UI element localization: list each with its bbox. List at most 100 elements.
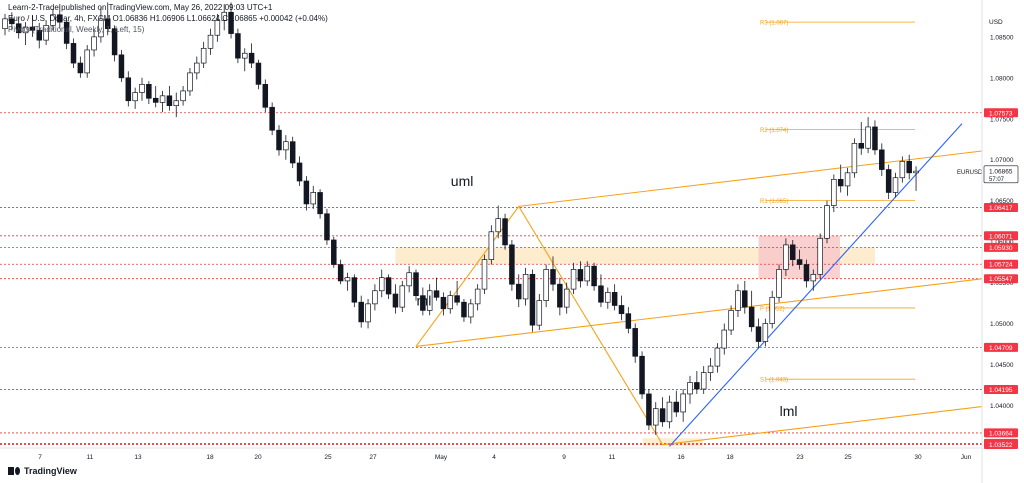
- candle-body: [851, 142, 858, 174]
- level-tag-bg-6: [984, 342, 1018, 352]
- y-tick-4: 1.06500: [990, 198, 1014, 205]
- candle-body: [522, 274, 529, 300]
- candle-body: [454, 295, 460, 303]
- candle-body: [625, 313, 632, 329]
- candle-body: [844, 172, 851, 187]
- candle-body: [214, 20, 221, 36]
- candle-body: [515, 283, 522, 300]
- candle-body: [15, 23, 22, 34]
- candle-body: [57, 14, 63, 23]
- candle-body: [344, 277, 351, 282]
- candle-body: [324, 213, 330, 241]
- symbol-tag: EURUSD: [957, 170, 983, 176]
- candle-body: [529, 274, 536, 326]
- candle-body: [913, 170, 919, 174]
- candle-body: [2, 18, 8, 30]
- level-tag-bg-7: [984, 384, 1018, 394]
- level-tag-bg-3: [984, 242, 1018, 252]
- candle-body: [714, 347, 721, 367]
- candle-body: [700, 372, 707, 390]
- lower-median-line: [662, 405, 983, 446]
- candle-body: [461, 301, 467, 318]
- current-price-label: 1.06865: [989, 168, 1013, 175]
- candle-body: [899, 160, 906, 179]
- level-tag-bg-8: [984, 428, 1018, 438]
- candle-body: [742, 290, 748, 308]
- x-tick-7: May: [435, 454, 448, 461]
- y-tick-8: 1.04500: [990, 362, 1014, 369]
- candle-body: [776, 269, 782, 298]
- candle-body: [22, 26, 29, 34]
- x-tick-4: 20: [254, 454, 262, 461]
- candle-body: [865, 126, 871, 149]
- y-tick-2: 1.07500: [990, 116, 1014, 123]
- candle-body: [289, 141, 296, 164]
- candle-body: [235, 33, 241, 59]
- candle-body: [796, 259, 803, 265]
- level-tag-7: 1.04195: [989, 387, 1013, 394]
- x-tick-5: 25: [324, 454, 332, 461]
- pivot-label-0: R3 (1.087): [760, 21, 788, 27]
- candle-body: [488, 231, 495, 260]
- candle-body: [440, 296, 447, 310]
- candle-body: [269, 106, 275, 131]
- candle-body: [194, 62, 200, 74]
- candle-body: [536, 300, 543, 326]
- candle-body: [43, 25, 49, 41]
- candle-body: [146, 84, 152, 99]
- candle-body: [50, 14, 56, 26]
- candle-body: [837, 179, 844, 187]
- candle-body: [242, 52, 248, 59]
- level-tag-0: 1.07573: [989, 110, 1013, 117]
- candle-body: [303, 180, 310, 205]
- candle-body: [468, 303, 474, 318]
- candle-body: [728, 310, 734, 331]
- candle-body: [365, 303, 371, 323]
- tradingview-brand[interactable]: TradingView: [8, 466, 77, 476]
- candle-body: [118, 54, 125, 79]
- candle-body: [255, 62, 262, 85]
- uptrend-line: [669, 123, 963, 447]
- candle-body: [570, 269, 577, 290]
- level-tag-bg-4: [984, 259, 1018, 269]
- candle-body: [111, 28, 118, 56]
- candle-body: [36, 29, 42, 41]
- candle-body: [392, 293, 399, 308]
- candle-body: [166, 95, 173, 107]
- candle-body: [104, 18, 111, 30]
- candle-body: [296, 162, 303, 182]
- candle-body: [598, 285, 604, 303]
- candle-body: [735, 290, 741, 311]
- candle-body: [187, 72, 193, 92]
- candle-body: [789, 244, 796, 260]
- candle-body: [228, 11, 234, 34]
- median-line: [415, 278, 983, 347]
- x-tick-12: 18: [726, 454, 734, 461]
- candle-body: [721, 329, 727, 349]
- candle-body: [262, 84, 269, 108]
- candle-body: [584, 265, 590, 282]
- pivot-label-4: S1 (1.043): [760, 378, 788, 384]
- level-tag-8: 1.03664: [989, 430, 1013, 437]
- x-tick-16: Jun: [961, 454, 972, 461]
- y-tick-0: 1.08500: [990, 34, 1014, 41]
- candle-body: [406, 272, 412, 287]
- candle-body: [29, 26, 36, 31]
- candle-body: [200, 47, 207, 64]
- annotation-uml: uml: [451, 173, 474, 189]
- indicator-line: Pivots (Traditional, Weekly, 1, Left, 15…: [8, 25, 145, 34]
- candle-body: [152, 97, 159, 103]
- candle-body: [132, 92, 138, 102]
- candle-body: [125, 77, 132, 102]
- candle-body: [577, 269, 584, 282]
- candle-body: [221, 11, 227, 21]
- candle-body: [906, 160, 912, 174]
- candles-group: [2, 2, 919, 435]
- candle-body: [605, 292, 611, 303]
- level-tag-1: 1.06417: [989, 205, 1013, 212]
- candle-body: [550, 269, 556, 285]
- candle-body: [563, 288, 570, 308]
- x-tick-1: 11: [87, 454, 94, 461]
- current-price-countdown: 57:07: [989, 177, 1005, 183]
